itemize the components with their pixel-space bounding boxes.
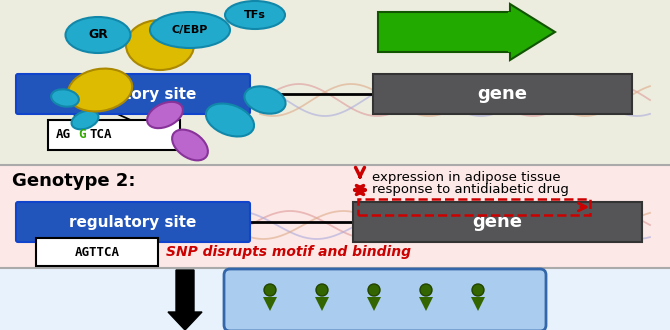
Ellipse shape <box>150 12 230 48</box>
Text: response to antidiabetic drug: response to antidiabetic drug <box>372 183 569 196</box>
Bar <box>0 268 670 330</box>
FancyBboxPatch shape <box>16 202 250 242</box>
Circle shape <box>472 284 484 296</box>
Polygon shape <box>471 297 485 311</box>
Text: TFs: TFs <box>244 10 266 20</box>
Ellipse shape <box>147 102 183 128</box>
Text: SNP disrupts motif and binding: SNP disrupts motif and binding <box>166 245 411 259</box>
FancyBboxPatch shape <box>16 74 250 114</box>
Ellipse shape <box>66 17 131 53</box>
Text: GR: GR <box>88 28 108 42</box>
Bar <box>0 165 670 268</box>
FancyBboxPatch shape <box>353 202 642 242</box>
FancyBboxPatch shape <box>373 74 632 114</box>
Text: regulatory site: regulatory site <box>69 86 197 102</box>
Text: TCA: TCA <box>89 128 111 142</box>
Ellipse shape <box>68 69 132 112</box>
Text: Genotype 2:: Genotype 2: <box>12 172 135 190</box>
Text: C/EBP: C/EBP <box>172 25 208 35</box>
Ellipse shape <box>225 1 285 29</box>
Bar <box>508 12 512 52</box>
Text: expression in adipose tissue: expression in adipose tissue <box>372 171 561 183</box>
FancyBboxPatch shape <box>224 269 546 330</box>
Polygon shape <box>367 297 381 311</box>
Ellipse shape <box>172 130 208 160</box>
Bar <box>0 0 670 165</box>
Ellipse shape <box>245 86 285 114</box>
FancyArrow shape <box>168 270 202 330</box>
Circle shape <box>316 284 328 296</box>
Ellipse shape <box>206 104 254 137</box>
Text: G: G <box>78 128 86 142</box>
FancyBboxPatch shape <box>36 238 158 266</box>
Circle shape <box>368 284 380 296</box>
Polygon shape <box>263 297 277 311</box>
Circle shape <box>420 284 432 296</box>
Ellipse shape <box>51 89 79 107</box>
Text: regulatory site: regulatory site <box>69 214 197 229</box>
Ellipse shape <box>126 20 194 70</box>
Bar <box>378 12 510 52</box>
Polygon shape <box>510 4 555 60</box>
Bar <box>358 199 590 215</box>
Text: gene: gene <box>478 85 527 103</box>
Polygon shape <box>315 297 329 311</box>
Ellipse shape <box>72 111 98 129</box>
Text: gene: gene <box>472 213 523 231</box>
FancyBboxPatch shape <box>48 120 180 150</box>
Circle shape <box>264 284 276 296</box>
Polygon shape <box>419 297 433 311</box>
Text: AG: AG <box>56 128 71 142</box>
Text: AGTTCA: AGTTCA <box>74 246 119 258</box>
